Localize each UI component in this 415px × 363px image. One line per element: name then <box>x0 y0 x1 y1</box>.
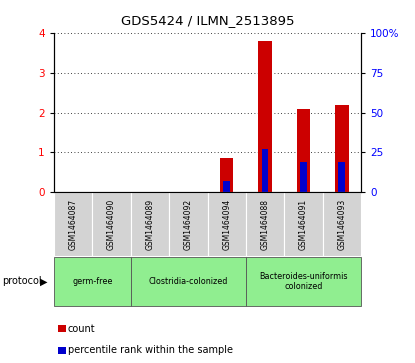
Bar <box>54 257 131 306</box>
Text: Bacteroides-uniformis
colonized: Bacteroides-uniformis colonized <box>259 272 348 291</box>
Text: ▶: ▶ <box>40 276 47 286</box>
Text: germ-free: germ-free <box>72 277 112 286</box>
Text: Clostridia-colonized: Clostridia-colonized <box>149 277 228 286</box>
Bar <box>323 192 361 256</box>
Text: GSM1464089: GSM1464089 <box>145 199 154 250</box>
Text: GSM1464087: GSM1464087 <box>68 199 78 250</box>
Text: percentile rank within the sample: percentile rank within the sample <box>68 345 233 355</box>
Text: GSM1464092: GSM1464092 <box>184 199 193 250</box>
Bar <box>262 149 269 192</box>
Bar <box>300 162 307 192</box>
Bar <box>339 162 345 192</box>
Bar <box>335 105 349 192</box>
Bar <box>223 181 230 192</box>
Bar <box>246 192 284 256</box>
Bar <box>93 192 131 256</box>
Bar <box>220 158 233 192</box>
Bar <box>259 41 272 192</box>
Bar <box>208 192 246 256</box>
Bar <box>54 192 92 256</box>
Bar <box>131 257 246 306</box>
Text: GSM1464094: GSM1464094 <box>222 199 231 250</box>
Bar <box>169 192 208 256</box>
Text: GSM1464090: GSM1464090 <box>107 199 116 250</box>
Text: GSM1464088: GSM1464088 <box>261 199 270 250</box>
Text: GDS5424 / ILMN_2513895: GDS5424 / ILMN_2513895 <box>121 15 294 28</box>
Text: GSM1464093: GSM1464093 <box>337 199 347 250</box>
Text: GSM1464091: GSM1464091 <box>299 199 308 250</box>
Text: count: count <box>68 323 95 334</box>
Bar <box>131 192 169 256</box>
Text: protocol: protocol <box>2 276 42 286</box>
Bar <box>246 257 361 306</box>
Bar <box>297 109 310 192</box>
Bar <box>284 192 323 256</box>
